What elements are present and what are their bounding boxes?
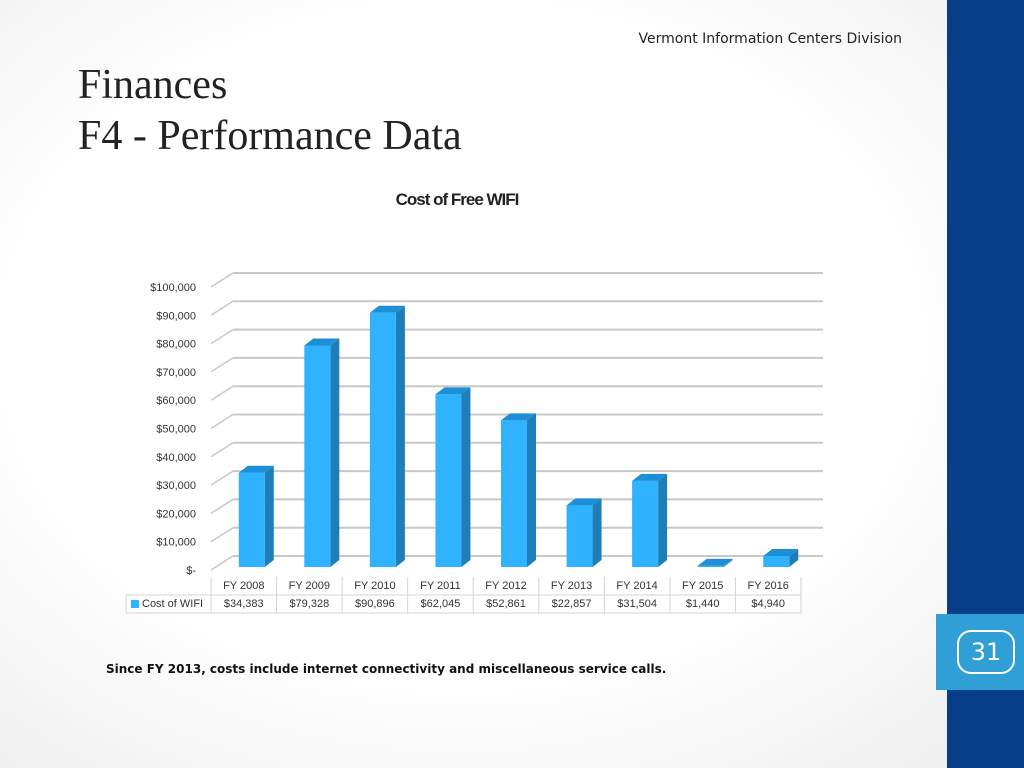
data-label: $22,857 — [552, 598, 592, 610]
y-tick-label: $40,000 — [156, 452, 196, 464]
data-label: $62,045 — [421, 598, 461, 610]
bar — [501, 413, 536, 567]
gridline-diagonal — [210, 527, 234, 543]
bar-side — [723, 558, 733, 567]
y-tick-label: $60,000 — [156, 395, 196, 407]
bar-side — [330, 338, 340, 567]
y-axis-tick-labels: $- $10,000 $20,000 $30,000 $40,000 $50,000 $60… — [150, 282, 196, 577]
bars — [238, 305, 799, 567]
bar-side — [461, 387, 471, 567]
y-tick-label: $- — [186, 565, 196, 577]
y-tick-label: $10,000 — [156, 537, 196, 549]
y-tick-label: $90,000 — [156, 310, 196, 322]
page-number-badge — [936, 614, 1024, 690]
bar-top — [566, 498, 602, 506]
bar-top — [369, 305, 405, 313]
y-tick-label: $30,000 — [156, 480, 196, 492]
footnote: Since FY 2013, costs include internet co… — [106, 662, 667, 676]
gridline-diagonal — [210, 413, 234, 430]
organization-header: Vermont Information Centers Division — [638, 31, 902, 47]
bar — [566, 498, 602, 567]
slide-title-line-1: Finances — [78, 62, 228, 108]
bar — [763, 549, 799, 567]
x-tick-label: FY 2013 — [551, 580, 592, 592]
bar-front — [304, 345, 331, 567]
data-table: FY 2008 $34,383 FY 2009 $79,328 FY 2010 $90,8… — [125, 577, 802, 614]
bar-front — [763, 556, 790, 567]
data-label: $31,504 — [617, 598, 657, 610]
data-label: $34,383 — [224, 598, 264, 610]
y-tick-label: $100,000 — [150, 282, 196, 294]
bar — [697, 558, 733, 567]
x-tick-label: FY 2014 — [616, 580, 657, 592]
bar — [369, 305, 405, 567]
bar-front — [435, 394, 462, 567]
y-tick-label: $70,000 — [156, 367, 196, 379]
bar-side — [527, 413, 536, 567]
bar-side — [658, 473, 668, 567]
gridline-diagonal — [210, 470, 234, 486]
x-tick-label: FY 2016 — [748, 580, 789, 592]
chart-title: Cost of Free WIFI — [396, 190, 519, 209]
legend-swatch — [131, 600, 139, 608]
gridline-diagonal — [210, 498, 234, 515]
bar-top — [697, 558, 733, 566]
bar-side — [789, 549, 799, 567]
gridline-diagonal — [210, 442, 234, 458]
x-tick-label: FY 2011 — [420, 580, 461, 592]
data-label: $4,940 — [751, 598, 785, 610]
bar-side — [592, 498, 602, 567]
bar — [435, 387, 471, 567]
gridline-diagonal — [210, 357, 234, 373]
slide-title: Finances F4 - Performance Data — [78, 60, 462, 162]
bar-top — [501, 413, 536, 421]
bar-front — [697, 565, 724, 567]
bar — [238, 465, 274, 567]
bar-front — [632, 480, 659, 567]
bar-top — [763, 549, 799, 557]
bar-front — [369, 312, 396, 567]
page-number: 31 — [970, 638, 1002, 666]
cost-of-wifi-chart: Cost of Free WIFI $- $10,000 $20,000 $30,00… — [125, 190, 823, 614]
bar-top — [304, 338, 340, 346]
bar-side — [395, 305, 405, 567]
bar-top — [435, 387, 471, 395]
bar-top — [632, 473, 668, 481]
bar-front — [566, 505, 593, 567]
y-tick-label: $50,000 — [156, 424, 196, 436]
data-label: $90,896 — [355, 598, 395, 610]
gridline-diagonal — [210, 385, 234, 401]
gridline-diagonal — [210, 555, 234, 571]
bar-top — [238, 465, 274, 473]
x-tick-label: FY 2012 — [485, 580, 526, 592]
x-tick-label: FY 2009 — [289, 580, 330, 592]
slide-title-line-2: F4 - Performance Data — [78, 113, 462, 159]
bar-side — [264, 465, 274, 567]
legend-label: Cost of WIFI — [142, 598, 203, 610]
y-tick-label: $20,000 — [156, 508, 196, 520]
data-label: $1,440 — [686, 598, 720, 610]
gridline-diagonal — [210, 328, 234, 345]
x-tick-label: FY 2008 — [223, 580, 264, 592]
y-tick-label: $80,000 — [156, 339, 196, 351]
gridline-diagonal — [210, 272, 234, 288]
x-tick-label: FY 2015 — [682, 580, 723, 592]
x-tick-label: FY 2010 — [354, 580, 395, 592]
bar — [304, 338, 340, 567]
gridline-diagonal — [210, 300, 234, 316]
data-label: $52,861 — [486, 598, 526, 610]
page-number-frame — [957, 630, 1015, 674]
data-label: $79,328 — [289, 598, 329, 610]
bar — [632, 473, 668, 567]
bar-front — [238, 472, 265, 567]
bar-front — [501, 420, 527, 567]
